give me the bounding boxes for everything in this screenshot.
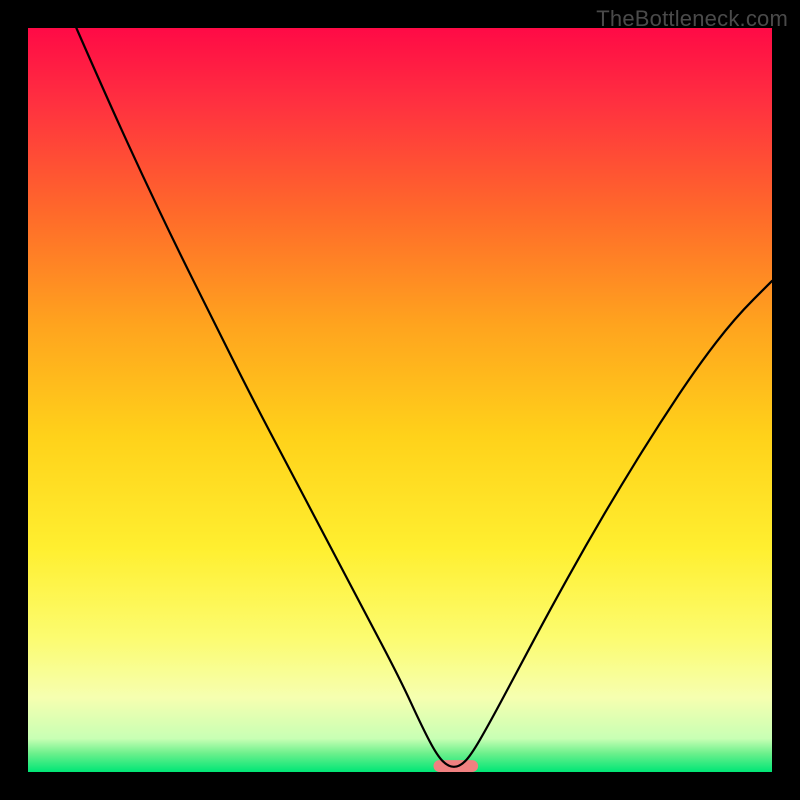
gradient-background [28, 28, 772, 772]
image-frame: TheBottleneck.com [0, 0, 800, 800]
watermark-text: TheBottleneck.com [596, 6, 788, 32]
plot-area [0, 0, 800, 800]
bottleneck-chart [0, 0, 800, 800]
